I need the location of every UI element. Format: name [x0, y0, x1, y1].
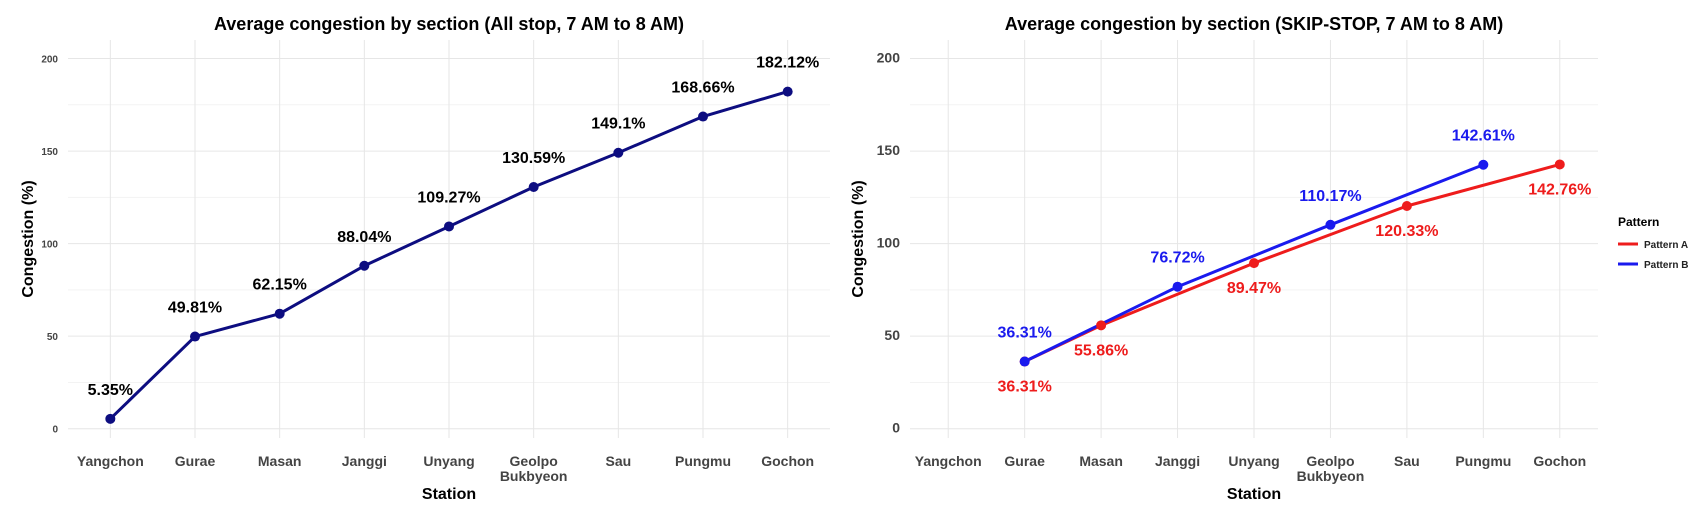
data-point-gochon — [782, 86, 793, 97]
y-tick-label: 200 — [41, 55, 58, 66]
legend-title: Pattern — [1618, 215, 1659, 229]
chart-skip-stop: Average congestion by section (SKIP-STOP… — [850, 14, 1688, 503]
x-tick-label-unyang: Unyang — [423, 453, 474, 469]
y-tick-label: 50 — [884, 327, 900, 343]
x-tick-label-sau: Sau — [1394, 453, 1420, 469]
data-label-masan: 62.15% — [253, 277, 307, 294]
x-tick-label-gochon: Gochon — [761, 453, 814, 469]
data-label-pattern-a-gochon: 142.76% — [1528, 181, 1591, 198]
x-tick-label-yangchon: Yangchon — [915, 453, 982, 469]
x-tick-label-yangchon: Yangchon — [77, 453, 144, 469]
y-axis-title: Congestion (%) — [850, 180, 867, 297]
data-label-pattern-b-gurae: 36.31% — [998, 325, 1052, 342]
data-point-unyang — [444, 221, 454, 232]
data-point-pattern-a-unyang — [1249, 258, 1259, 269]
data-label-pattern-b-janggi: 76.72% — [1150, 250, 1204, 267]
data-label-unyang: 109.27% — [417, 189, 480, 206]
data-point-pattern-b-geolpo-bukbyeon — [1325, 219, 1336, 230]
x-tick-label-gurae: Gurae — [175, 453, 216, 469]
y-tick-label: 200 — [877, 50, 901, 66]
data-label-gurae: 49.81% — [168, 300, 222, 317]
data-point-yangchon — [105, 413, 116, 424]
x-tick-label-janggi: Janggi — [342, 453, 387, 469]
x-tick-label-gochon: Gochon — [1533, 453, 1586, 469]
x-tick-label-masan: Masan — [1079, 453, 1123, 469]
data-point-pattern-b-janggi — [1172, 281, 1183, 292]
x-tick-label-gurae: Gurae — [1004, 453, 1045, 469]
y-tick-label: 150 — [877, 142, 901, 158]
data-point-pattern-b-pungmu — [1478, 159, 1489, 170]
data-point-masan — [274, 308, 285, 319]
y-tick-label: 0 — [52, 425, 58, 436]
chart-title: Average congestion by section (All stop,… — [214, 14, 684, 34]
series-line-pattern-a — [1024, 163, 1561, 363]
y-tick-label: 100 — [877, 235, 901, 251]
x-tick-label-pungmu: Pungmu — [675, 453, 731, 469]
x-tick-label-masan: Masan — [258, 453, 302, 469]
data-label-janggi: 88.04% — [337, 229, 391, 246]
y-tick-label: 150 — [41, 147, 58, 158]
x-tick-label-unyang: Unyang — [1228, 453, 1279, 469]
legend-label-pattern-b: Pattern B — [1644, 260, 1688, 271]
data-point-pungmu — [698, 111, 708, 122]
y-tick-label: 0 — [892, 420, 900, 436]
legend: Pattern Pattern A Pattern B — [1618, 215, 1688, 271]
data-point-sau — [613, 147, 624, 158]
data-label-pattern-a-masan: 55.86% — [1074, 342, 1128, 359]
data-label-pattern-a-unyang: 89.47% — [1227, 280, 1281, 297]
data-point-pattern-a-masan — [1096, 320, 1107, 331]
data-point-pattern-b-gurae — [1019, 356, 1030, 367]
data-label-pattern-b-pungmu: 142.61% — [1452, 128, 1515, 145]
data-label-pungmu: 168.66% — [671, 80, 734, 97]
data-point-gurae — [190, 331, 200, 342]
data-label-pattern-b-geolpo-bukbyeon: 110.17% — [1299, 188, 1361, 205]
y-tick-label: 100 — [41, 240, 58, 251]
x-tick-label-pungmu: Pungmu — [1455, 453, 1511, 469]
data-label-geolpo-bukbyeon: 130.59% — [502, 150, 565, 167]
data-label-pattern-a-sau: 120.33% — [1375, 223, 1438, 240]
data-point-pattern-a-sau — [1401, 200, 1412, 211]
x-tick-label-sau: Sau — [605, 453, 631, 469]
y-axis-title: Congestion (%) — [20, 180, 37, 297]
data-point-pattern-a-gochon — [1554, 159, 1565, 170]
chart-all-stop: Average congestion by section (All stop,… — [20, 14, 830, 503]
data-point-janggi — [359, 260, 370, 271]
data-label-sau: 149.1% — [591, 116, 645, 133]
y-tick-label: 50 — [47, 332, 59, 343]
legend-label-pattern-a: Pattern A — [1644, 240, 1688, 251]
x-tick-label-geolpo-bukbyeon: Geolpo Bukbyeon — [1297, 453, 1365, 484]
x-axis-title: Station — [422, 486, 476, 503]
data-point-geolpo-bukbyeon — [528, 182, 539, 193]
data-label-yangchon: 5.35% — [88, 382, 133, 399]
x-tick-label-geolpo-bukbyeon: Geolpo Bukbyeon — [500, 453, 568, 484]
x-tick-label-janggi: Janggi — [1155, 453, 1200, 469]
data-label-gochon: 182.12% — [756, 55, 819, 72]
chart-title: Average congestion by section (SKIP-STOP… — [1005, 14, 1503, 34]
data-label-pattern-a-gurae: 36.31% — [998, 379, 1052, 396]
x-axis-title: Station — [1227, 486, 1281, 503]
